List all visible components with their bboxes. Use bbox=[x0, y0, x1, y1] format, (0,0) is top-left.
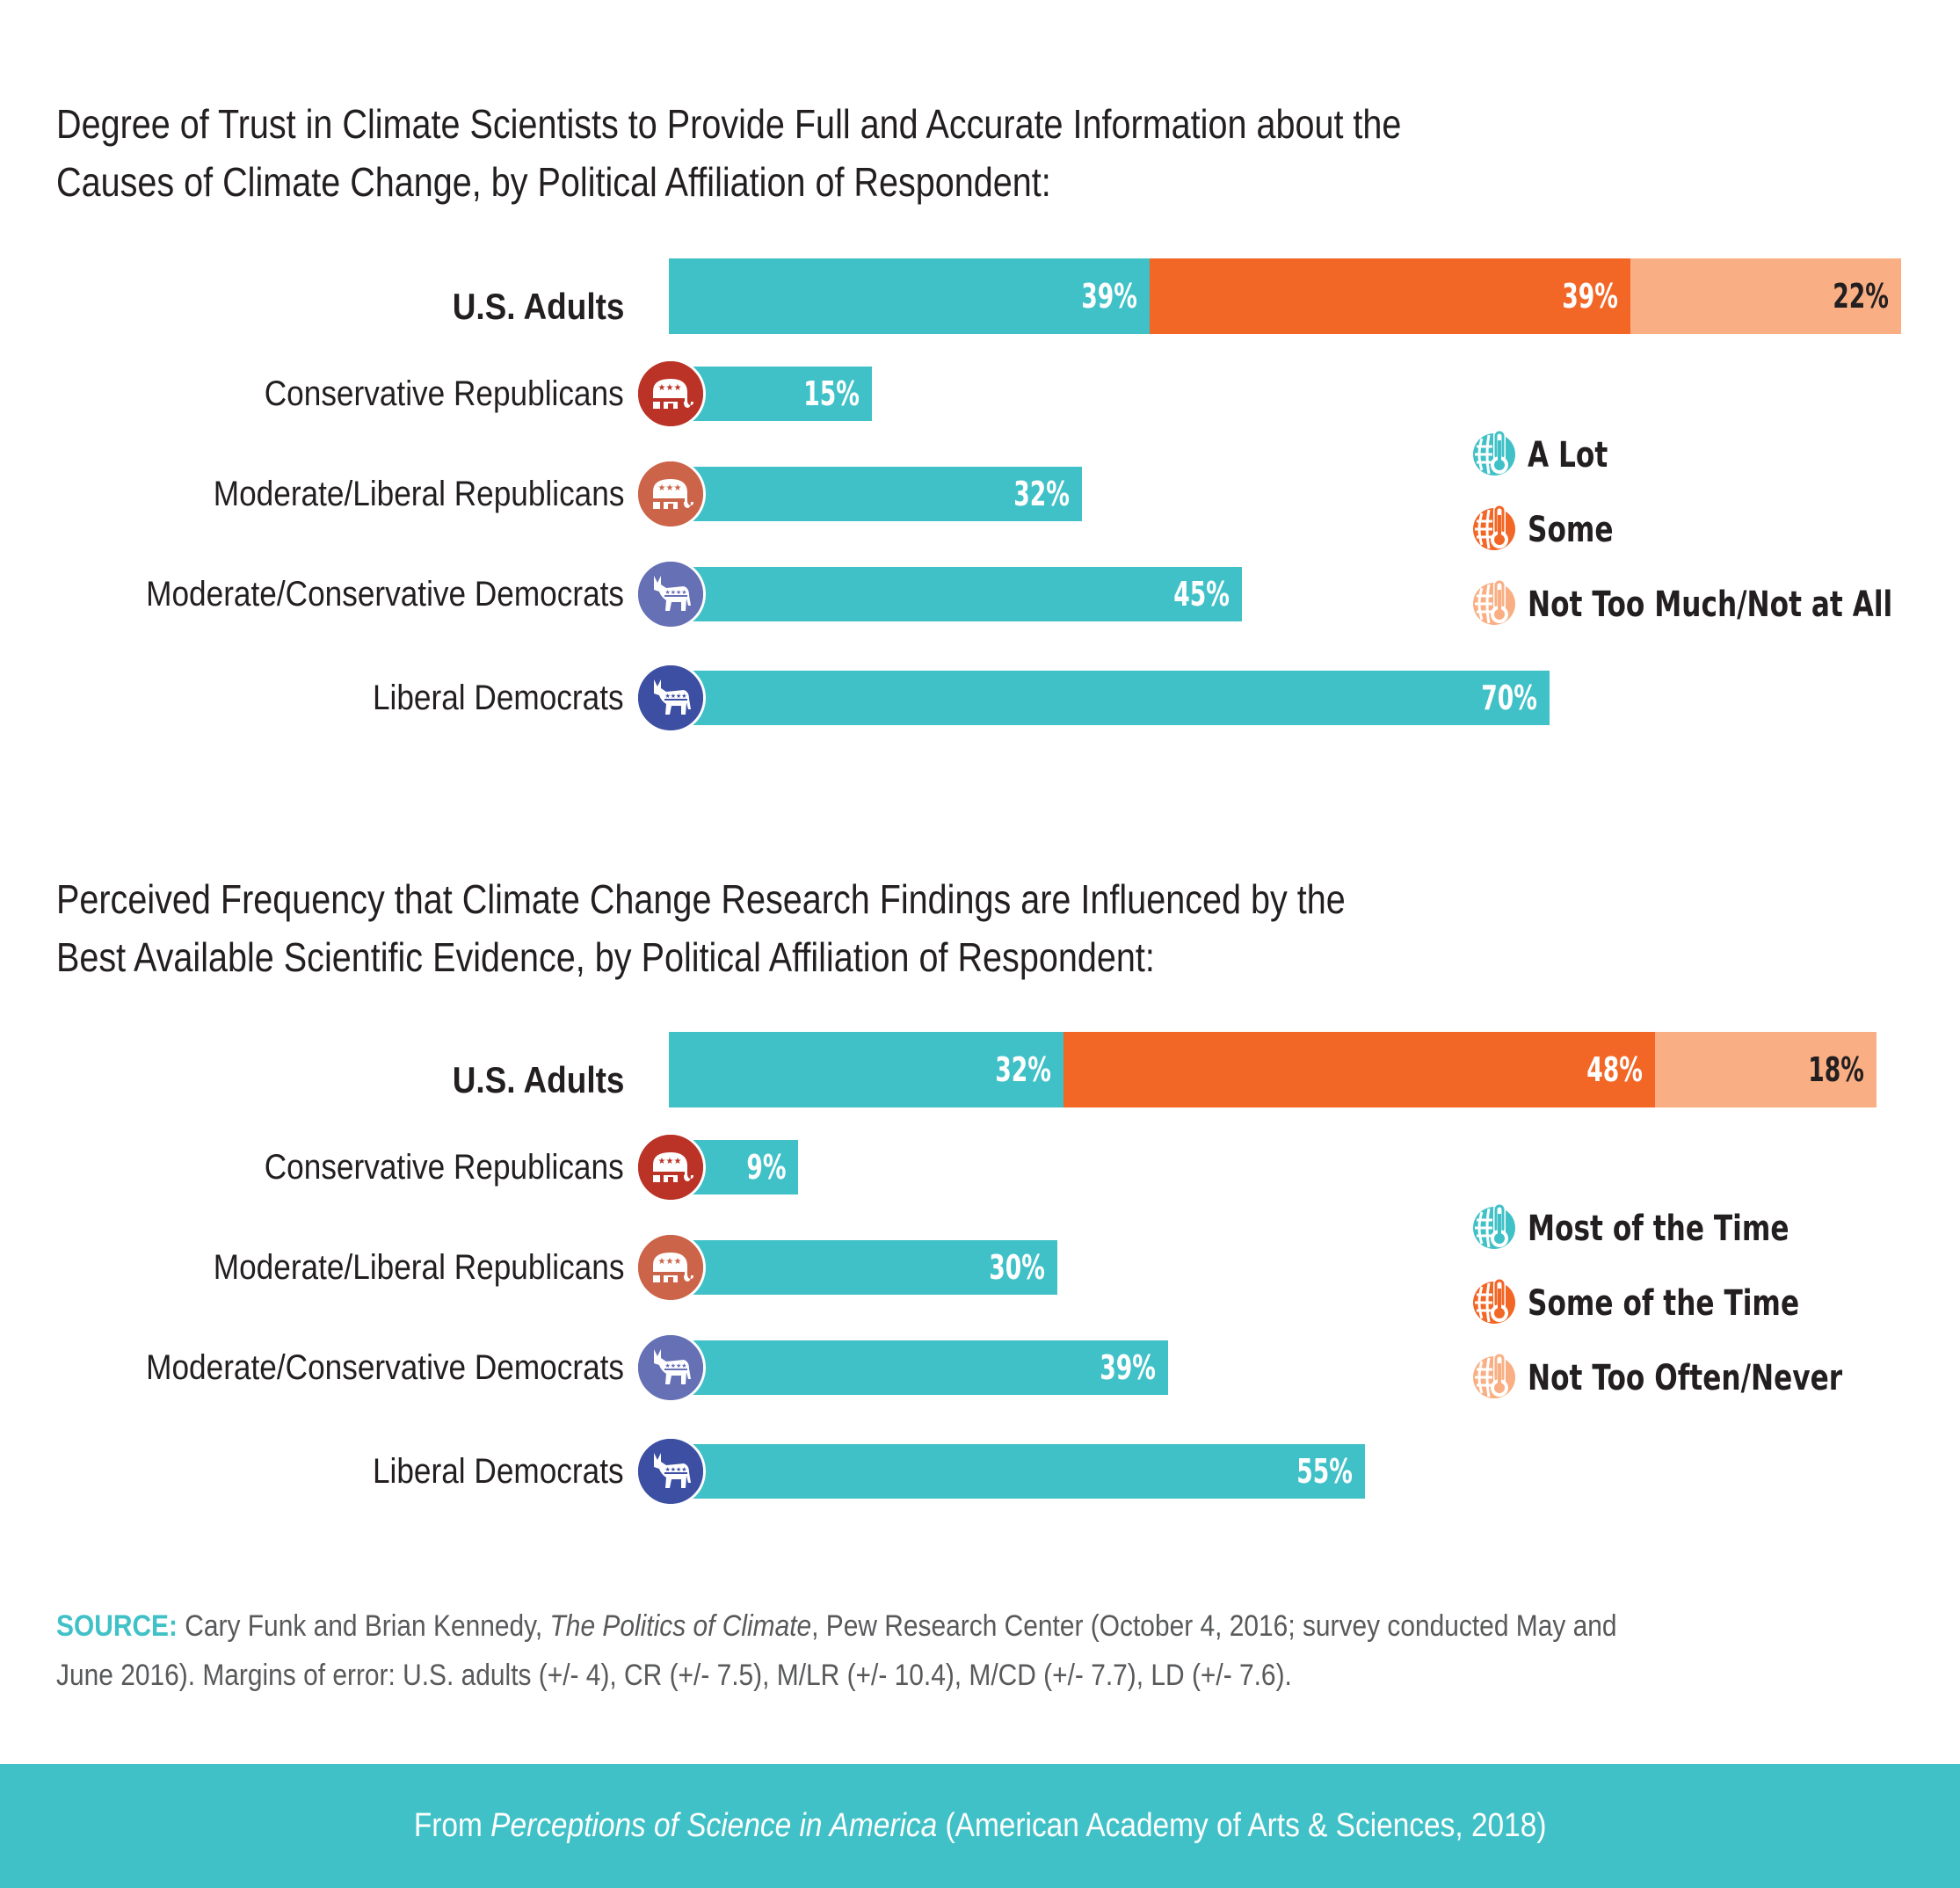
bar-value-label: 15% bbox=[803, 374, 860, 413]
elephant-icon: ★★★ bbox=[635, 359, 706, 429]
donkey-icon: ★★★★ bbox=[635, 663, 706, 733]
bar bbox=[691, 367, 873, 421]
total-segment-value-label: 39% bbox=[1561, 277, 1618, 316]
bar bbox=[691, 671, 1550, 725]
elephant-icon: ★★★ bbox=[635, 1132, 706, 1202]
chart1-title: Degree of Trust in Climate Scientists to… bbox=[56, 95, 1401, 211]
total-row-label: U.S. Adults bbox=[452, 286, 624, 327]
globe-thermometer-icon bbox=[1470, 577, 1519, 631]
footer-work: Perceptions of Science in America bbox=[490, 1807, 938, 1844]
row-label: Liberal Democrats bbox=[373, 679, 624, 717]
row-label: Moderate/Conservative Democrats bbox=[146, 575, 624, 614]
total-segment-value-label: 39% bbox=[1081, 277, 1137, 316]
chart2: U.S. Adults 32% 48% 18% Conservative Republi… bbox=[0, 1020, 1960, 1547]
donkey-icon: ★★★★ bbox=[635, 1332, 706, 1403]
row-label: Moderate/Conservative Democrats bbox=[146, 1348, 624, 1387]
chart2-title-line1: Perceived Frequency that Climate Change … bbox=[56, 876, 1346, 922]
svg-text:★★★★: ★★★★ bbox=[664, 693, 686, 700]
total-segment-a-lot bbox=[669, 258, 1150, 334]
bar-value-label: 39% bbox=[1100, 1348, 1156, 1387]
bar-value-label: 32% bbox=[1013, 475, 1070, 513]
bar bbox=[691, 1444, 1366, 1499]
total-segment-value-label: 18% bbox=[1808, 1050, 1864, 1089]
row-label: Conservative Republicans bbox=[265, 374, 624, 413]
legend-label: A Lot bbox=[1528, 434, 1608, 476]
chart2-title: Perceived Frequency that Climate Change … bbox=[56, 870, 1346, 986]
chart1: U.S. Adults 39% 39% 22% Conservative Republi… bbox=[0, 246, 1960, 773]
bar bbox=[691, 567, 1242, 621]
legend-label: Not Too Often/Never bbox=[1528, 1357, 1843, 1398]
total-row-label: U.S. Adults bbox=[452, 1059, 624, 1100]
total-segment-some bbox=[1149, 258, 1630, 334]
chart1-title-line2: Causes of Climate Change, by Political A… bbox=[56, 159, 1051, 205]
legend-item: Not Too Often/Never bbox=[1470, 1351, 1931, 1405]
source-rest: , Pew Research Center (October 4, 2016; … bbox=[56, 1609, 1617, 1692]
legend-item: Not Too Much/Not at All bbox=[1470, 577, 1960, 631]
footer-suffix: (American Academy of Arts & Sciences, 20… bbox=[937, 1807, 1547, 1844]
globe-thermometer-icon bbox=[1470, 1202, 1519, 1255]
source-label: SOURCE: bbox=[56, 1609, 178, 1643]
bar bbox=[691, 1240, 1057, 1295]
legend-label: Not Too Much/Not at All bbox=[1528, 584, 1893, 625]
total-segment-value-label: 48% bbox=[1586, 1050, 1643, 1089]
source-note: SOURCE: Cary Funk and Brian Kennedy, The… bbox=[56, 1601, 1681, 1700]
total-segment-most-of-the-time bbox=[669, 1032, 1063, 1107]
svg-text:★★★★: ★★★★ bbox=[664, 1362, 686, 1369]
donkey-icon: ★★★★ bbox=[635, 559, 706, 629]
svg-text:★★★: ★★★ bbox=[658, 383, 682, 393]
globe-thermometer-icon bbox=[1470, 428, 1519, 482]
total-segment-not-too-much-not-at-all bbox=[1630, 258, 1901, 334]
svg-text:★★★: ★★★ bbox=[658, 483, 682, 493]
globe-thermometer-icon bbox=[1470, 503, 1519, 556]
chart2-title-line2: Best Available Scientific Evidence, by P… bbox=[56, 934, 1155, 980]
legend-label: Some of the Time bbox=[1528, 1282, 1800, 1324]
bar bbox=[691, 467, 1082, 521]
legend-label: Most of the Time bbox=[1528, 1208, 1789, 1249]
bar bbox=[691, 1340, 1168, 1395]
legend-label: Some bbox=[1528, 509, 1614, 550]
bar-value-label: 55% bbox=[1296, 1452, 1354, 1491]
bar-value-label: 30% bbox=[988, 1248, 1045, 1287]
source-authors: Cary Funk and Brian Kennedy, bbox=[177, 1609, 550, 1643]
legend-item: Most of the Time bbox=[1470, 1202, 1862, 1255]
total-segment-value-label: 32% bbox=[994, 1050, 1051, 1089]
source-work: The Politics of Climate bbox=[549, 1609, 812, 1643]
elephant-icon: ★★★ bbox=[635, 459, 706, 529]
row-label: Moderate/Liberal Republicans bbox=[213, 475, 624, 513]
legend-item: A Lot bbox=[1470, 428, 1630, 482]
legend-item: Some bbox=[1470, 503, 1637, 556]
bar-value-label: 45% bbox=[1173, 575, 1230, 614]
total-segment-not-too-often-never bbox=[1654, 1032, 1877, 1107]
footer-prefix: From bbox=[413, 1807, 491, 1844]
donkey-icon: ★★★★ bbox=[635, 1436, 706, 1507]
legend-item: Some of the Time bbox=[1470, 1276, 1876, 1330]
bar bbox=[691, 1140, 799, 1195]
elephant-icon: ★★★ bbox=[635, 1232, 706, 1303]
footer-banner: From Perceptions of Science in America (… bbox=[0, 1764, 1960, 1888]
svg-text:★★★: ★★★ bbox=[658, 1157, 682, 1166]
svg-text:★★★: ★★★ bbox=[658, 1257, 682, 1267]
svg-text:★★★★: ★★★★ bbox=[664, 1466, 686, 1473]
row-label: Moderate/Liberal Republicans bbox=[213, 1248, 624, 1287]
row-label: Liberal Democrats bbox=[373, 1452, 624, 1491]
globe-thermometer-icon bbox=[1470, 1351, 1519, 1405]
total-segment-some-of-the-time bbox=[1063, 1032, 1655, 1107]
bar-value-label: 70% bbox=[1481, 679, 1538, 717]
total-segment-value-label: 22% bbox=[1833, 277, 1889, 316]
bar-value-label: 9% bbox=[746, 1148, 787, 1187]
row-label: Conservative Republicans bbox=[265, 1148, 624, 1187]
chart1-title-line1: Degree of Trust in Climate Scientists to… bbox=[56, 101, 1402, 147]
svg-text:★★★★: ★★★★ bbox=[664, 589, 686, 596]
globe-thermometer-icon bbox=[1470, 1276, 1519, 1330]
